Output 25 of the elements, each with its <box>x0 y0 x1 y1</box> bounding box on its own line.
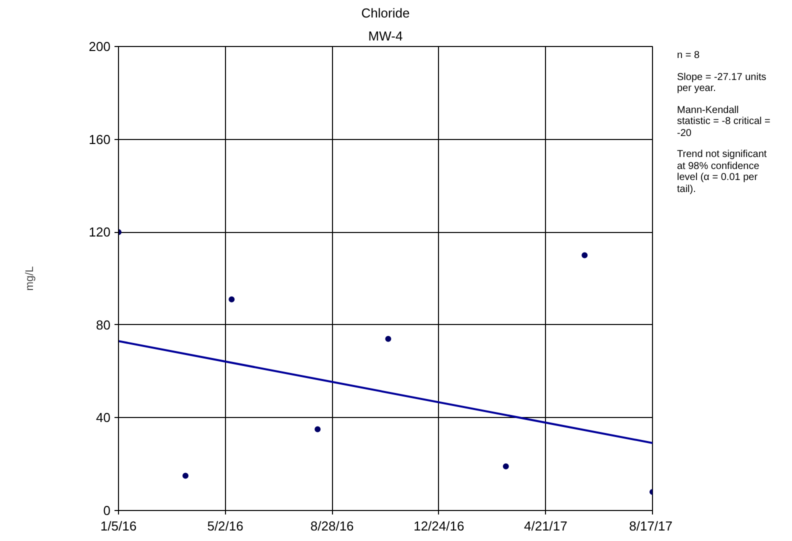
y-tick-label: 0 <box>103 503 111 518</box>
x-tick-label: 8/17/17 <box>629 518 672 534</box>
x-tick-label: 1/5/16 <box>100 518 137 534</box>
y-tick-label: 120 <box>88 224 111 240</box>
point <box>228 296 235 302</box>
y-tick-label: 40 <box>96 410 111 426</box>
x-tick-label: 5/2/16 <box>207 518 244 534</box>
x-tick-label: 4/21/17 <box>524 518 568 534</box>
text: n = 8 <box>677 50 701 62</box>
chart-title: Chloride <box>361 6 410 20</box>
text: Trend not significant at 98% confidence level (α = 0.01 per tail). <box>677 149 768 195</box>
text: Slope = -27.17 units per year. <box>677 72 768 94</box>
point <box>385 336 392 342</box>
y-tick-label: 200 <box>88 39 111 54</box>
x-tick-label: 12/24/16 <box>414 518 464 534</box>
text: Mann-Kendall statistic = -8 critical = -20 <box>677 104 772 139</box>
y-axis-title: mg/L <box>24 266 36 291</box>
y-tick-label: 160 <box>88 132 111 147</box>
chart-subtitle: MW-4 <box>368 28 403 44</box>
y-tick-label: 80 <box>96 317 111 332</box>
point <box>182 472 188 479</box>
point <box>502 463 509 470</box>
x-tick-label: 8/28/16 <box>310 518 354 534</box>
point <box>582 252 588 258</box>
point <box>314 426 321 432</box>
